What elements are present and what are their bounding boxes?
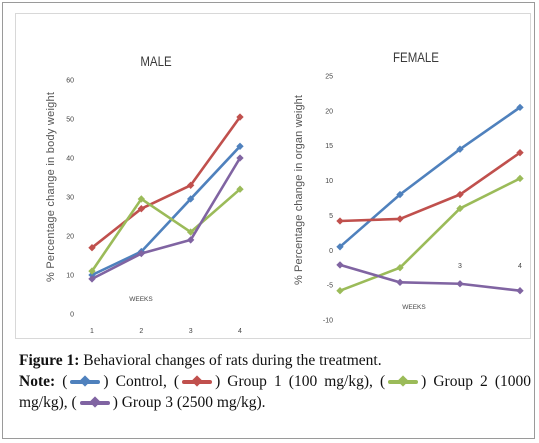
note-label: Note: [19, 373, 56, 390]
male-y-tick-20: 20 [66, 234, 74, 241]
legend-key-group1 [180, 375, 214, 388]
legend-key-group2 [386, 375, 420, 388]
male-series-line-3 [90, 187, 242, 273]
female-series-3-point-1 [336, 287, 344, 295]
female-y-tick-0: 0 [329, 248, 333, 255]
male-chart-title: MALE [140, 53, 171, 69]
male-series-4-point-1 [88, 275, 96, 283]
legend-key-group2-marker [397, 375, 409, 388]
male-series-line-1 [90, 145, 242, 277]
female-x-tick-3: 3 [458, 263, 462, 270]
male-series-2-point-4 [236, 113, 244, 121]
caption-text: Behavioral changes of rats during the tr… [79, 352, 382, 369]
legend-text-group3: ) Group 3 (2500 mg/kg). [112, 394, 266, 411]
female-series-4-point-2 [396, 278, 404, 287]
legend-key-group3-marker [89, 396, 101, 409]
male-y-tick-30: 30 [66, 195, 74, 202]
female-chart-title: FEMALE [393, 49, 439, 65]
male-series-4-point-4 [236, 154, 244, 162]
female-x-tick-4: 4 [518, 263, 522, 270]
female-series-line-4 [338, 263, 522, 293]
male-x-tick-1: 1 [90, 328, 94, 335]
male-x-tick-2: 2 [139, 328, 143, 335]
female-y-tick-25: 25 [325, 74, 333, 81]
female-series-4-point-1 [336, 261, 344, 269]
male-x-tick-3: 3 [189, 328, 193, 335]
male-y-tick-10: 10 [66, 273, 74, 280]
legend-text-control: ) Control, ( [103, 373, 180, 390]
female-series-line-3 [338, 177, 522, 293]
male-series-3-point-3 [186, 228, 195, 236]
figure-chart-area: MALE % Percentage change in body weight 0 1… [15, 13, 531, 339]
legend-key-control-marker [79, 375, 92, 388]
male-y-tick-60: 60 [66, 78, 74, 85]
male-series-2-point-1 [88, 244, 96, 252]
charts-svg: MALE % Percentage change in body weight 0 1… [45, 49, 524, 335]
female-y-axis-label: % Percentage change in organ weight [293, 95, 305, 285]
female-x-axis-label: WEEKS [402, 304, 426, 311]
figure-caption: Figure 1: Behavioral changes of rats dur… [19, 350, 531, 413]
male-x-axis-label: WEEKS [129, 296, 153, 303]
legend-key-control [68, 375, 102, 388]
female-series-1-point-1 [336, 243, 344, 251]
female-y-tick--10: -10 [323, 318, 333, 325]
figure-frame: MALE % Percentage change in body weight 0 1… [2, 2, 535, 439]
female-y-tick-5: 5 [329, 213, 333, 220]
legend-key-group3 [78, 396, 112, 409]
male-y-tick-40: 40 [66, 156, 74, 163]
male-series-line-4 [90, 156, 242, 281]
male-series-line-2 [90, 115, 242, 249]
female-series-4-point-4 [516, 287, 524, 295]
female-y-tick-15: 15 [325, 143, 333, 150]
female-series-line-1 [338, 106, 522, 249]
legend-text-group1: ) Group 1 (100 mg/kg), ( [215, 373, 386, 390]
legend-text-group2: ) Group 2 (1000 mg/kg), ( [19, 373, 531, 411]
legend-key-group1-marker [191, 375, 203, 388]
female-series-line-2 [338, 151, 522, 223]
male-y-tick-0: 0 [70, 312, 74, 319]
female-y-tick-20: 20 [325, 108, 333, 115]
male-series-1-point-4 [236, 142, 244, 150]
female-series-4-point-3 [456, 280, 464, 288]
caption-label: Figure 1: [19, 352, 80, 369]
female-series-2-point-1 [336, 217, 344, 225]
female-y-tick--5: -5 [327, 283, 333, 290]
male-x-tick-4: 4 [238, 328, 242, 335]
female-y-tick-10: 10 [325, 178, 333, 185]
paren-open: ( [62, 373, 68, 390]
male-y-axis-label: % Percentage change in body weight [45, 92, 57, 282]
male-y-tick-50: 50 [66, 117, 74, 124]
male-series-2-point-3 [186, 181, 195, 189]
male-series-3-point-1 [88, 267, 96, 275]
female-series-2-point-2 [396, 215, 404, 223]
